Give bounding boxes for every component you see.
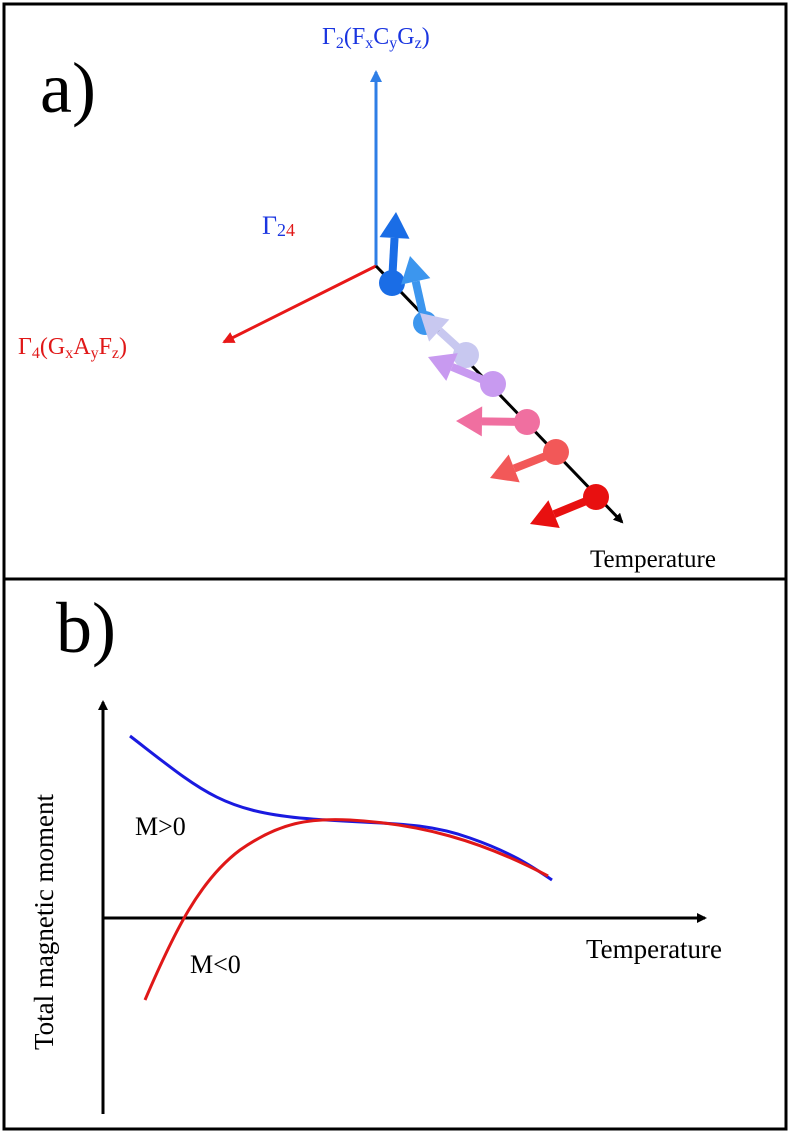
- gamma4-axis-arrow: [222, 264, 377, 344]
- spin-head-4: [428, 353, 458, 381]
- spin-head-3: [420, 313, 450, 342]
- spin-atom-6: [543, 439, 569, 465]
- spin-head-2: [401, 256, 431, 285]
- gamma24-label: Γ24: [262, 211, 295, 240]
- panel-b-border: [2, 577, 788, 1131]
- spin-head-6: [490, 454, 520, 483]
- panel-b-label: b): [56, 588, 116, 668]
- panel-a-label: a): [40, 48, 96, 128]
- spin-atom-1: [379, 270, 405, 296]
- x-axis-label: Temperature: [586, 934, 722, 964]
- spin-atom-3: [453, 342, 479, 368]
- red-curve: [143, 818, 549, 1001]
- spin-vectors: [379, 212, 609, 529]
- spin-atom-4: [480, 371, 506, 397]
- spin-head-5: [456, 406, 483, 437]
- spin-atom-5: [514, 409, 540, 435]
- spin-head-1: [379, 212, 410, 239]
- temperature-label-a: Temperature: [590, 546, 716, 573]
- spin-atom-7: [583, 484, 609, 510]
- positive-moment-label: M>0: [135, 812, 186, 841]
- gamma4-axis-label: Γ4(GxAyFz): [18, 334, 127, 362]
- spin-head-7: [530, 500, 560, 529]
- y-axis-label: Total magnetic moment: [29, 793, 59, 1050]
- negative-moment-label: M<0: [190, 950, 241, 979]
- blue-curve: [129, 734, 553, 882]
- gamma2-axis-label: Γ2(FxCyGz): [322, 24, 430, 52]
